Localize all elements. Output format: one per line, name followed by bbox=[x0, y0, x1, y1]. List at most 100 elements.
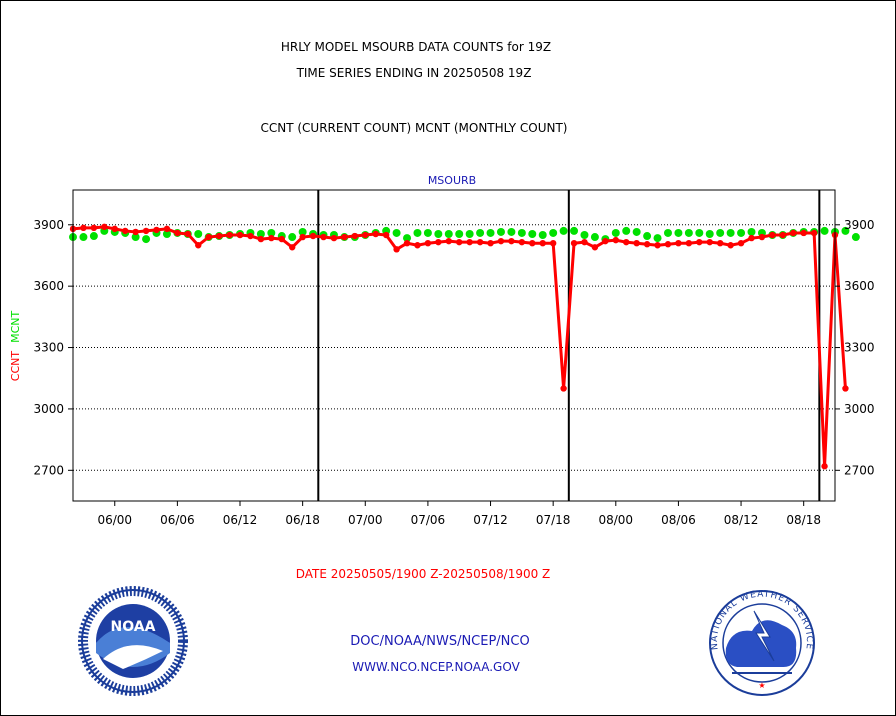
svg-text:CCNTMCNT: CCNT MCNT bbox=[9, 311, 22, 382]
data-point-mcnt bbox=[643, 232, 652, 241]
data-point-mcnt bbox=[684, 228, 693, 237]
data-point-mcnt bbox=[695, 228, 704, 237]
data-point-ccnt bbox=[842, 385, 849, 392]
x-tick-label: 06/00 bbox=[97, 513, 132, 527]
data-point-ccnt bbox=[790, 229, 797, 237]
x-tick-label: 07/06 bbox=[411, 513, 446, 527]
data-point-ccnt bbox=[737, 239, 745, 247]
data-point-mcnt bbox=[747, 227, 756, 236]
data-point-mcnt bbox=[674, 228, 683, 237]
data-point-ccnt bbox=[205, 233, 212, 241]
data-point-mcnt bbox=[267, 228, 276, 237]
x-tick-label: 06/06 bbox=[160, 513, 195, 527]
data-point-mcnt bbox=[737, 228, 746, 237]
grid-lines bbox=[73, 224, 835, 471]
data-point-ccnt bbox=[163, 225, 171, 233]
noaa-logo-text: NOAA bbox=[111, 619, 156, 635]
data-point-ccnt bbox=[341, 233, 348, 241]
data-point-mcnt bbox=[403, 234, 412, 243]
data-point-ccnt bbox=[268, 234, 275, 242]
data-point-mcnt bbox=[162, 229, 171, 238]
x-tick-label: 08/00 bbox=[598, 513, 633, 527]
data-point-ccnt bbox=[403, 239, 411, 247]
data-point-ccnt bbox=[769, 231, 776, 239]
data-point-mcnt bbox=[131, 233, 140, 242]
data-point-ccnt bbox=[466, 238, 473, 246]
y-tick-label-left: 3900 bbox=[33, 218, 64, 232]
data-point-mcnt bbox=[423, 228, 432, 237]
y-tick-label-right: 3900 bbox=[844, 218, 875, 232]
data-point-ccnt bbox=[581, 238, 588, 246]
data-point-mcnt bbox=[653, 234, 662, 243]
data-point-ccnt bbox=[633, 239, 640, 247]
data-point-mcnt bbox=[142, 235, 151, 244]
data-point-ccnt bbox=[591, 244, 599, 251]
y-label-ccnt: CCNT bbox=[9, 351, 22, 382]
data-point-ccnt bbox=[215, 232, 223, 240]
data-point-ccnt bbox=[247, 232, 254, 240]
data-point-ccnt bbox=[382, 231, 390, 239]
data-point-mcnt bbox=[392, 228, 401, 237]
footer-link-nco[interactable]: DOC/NOAA/NWS/NCEP/NCO bbox=[350, 634, 529, 649]
x-axis-label: DATE 20250505/1900 Z-20250508/1900 Z bbox=[296, 567, 551, 581]
data-point-ccnt bbox=[299, 233, 306, 241]
data-point-ccnt bbox=[362, 231, 369, 239]
y-ticks-left: 2700 3000 3300 3600 3900 bbox=[33, 218, 73, 477]
data-point-ccnt bbox=[414, 242, 421, 249]
data-point-mcnt bbox=[298, 227, 307, 236]
data-point-mcnt bbox=[726, 228, 735, 237]
data-point-mcnt bbox=[89, 232, 98, 241]
x-tick-label: 08/06 bbox=[661, 513, 696, 527]
x-tick-label: 06/18 bbox=[285, 513, 320, 527]
chart-subtitle: TIME SERIES ENDING IN 20250508 19Z bbox=[296, 66, 532, 80]
data-point-mcnt bbox=[538, 231, 547, 240]
data-point-ccnt bbox=[487, 239, 494, 247]
x-tick-label: 06/12 bbox=[223, 513, 258, 527]
data-point-ccnt bbox=[643, 241, 651, 248]
data-point-mcnt bbox=[465, 229, 474, 238]
data-point-mcnt bbox=[194, 229, 203, 238]
data-point-ccnt bbox=[810, 229, 818, 237]
data-point-ccnt bbox=[696, 238, 703, 246]
data-point-ccnt bbox=[549, 239, 557, 247]
data-point-ccnt bbox=[727, 242, 734, 249]
data-point-mcnt bbox=[444, 229, 453, 238]
data-point-mcnt bbox=[507, 227, 516, 236]
y-tick-label-right: 2700 bbox=[844, 463, 875, 477]
nws-logo-icon: ★ NATIONAL WEATHER SERVICE bbox=[709, 589, 815, 696]
data-point-mcnt bbox=[413, 228, 422, 237]
data-point-ccnt bbox=[612, 236, 619, 244]
data-point-ccnt bbox=[289, 244, 296, 251]
data-point-ccnt bbox=[706, 238, 713, 246]
data-point-ccnt bbox=[570, 239, 578, 247]
y-tick-label-left: 3600 bbox=[33, 279, 64, 293]
noaa-logo-icon: NOAA bbox=[78, 586, 188, 696]
data-point-ccnt bbox=[800, 229, 807, 237]
data-point-ccnt bbox=[456, 238, 463, 246]
data-point-mcnt bbox=[434, 229, 443, 238]
x-tick-label: 08/18 bbox=[786, 513, 821, 527]
footer-link-website[interactable]: WWW.NCO.NCEP.NOAA.GOV bbox=[352, 660, 520, 674]
data-point-ccnt bbox=[476, 238, 484, 246]
chart-description: CCNT (CURRENT COUNT) MCNT (MONTHLY COUNT… bbox=[260, 121, 567, 135]
series-ccnt bbox=[69, 223, 849, 470]
data-point-ccnt bbox=[195, 242, 202, 249]
data-point-mcnt bbox=[716, 228, 725, 237]
data-point-ccnt bbox=[320, 233, 327, 241]
data-point-ccnt bbox=[101, 223, 108, 231]
data-point-mcnt bbox=[632, 227, 641, 236]
data-point-mcnt bbox=[549, 228, 558, 237]
data-point-mcnt bbox=[559, 226, 568, 235]
plot-border bbox=[72, 189, 836, 502]
data-point-ccnt bbox=[330, 234, 338, 242]
data-point-mcnt bbox=[622, 226, 631, 235]
data-point-ccnt bbox=[372, 230, 379, 238]
data-point-mcnt bbox=[476, 228, 485, 237]
x-tick-label: 07/00 bbox=[348, 513, 383, 527]
data-point-ccnt bbox=[685, 239, 693, 247]
x-ticks: 06/00 06/06 06/12 06/18 07/00 07/06 07/12 07/18… bbox=[97, 501, 821, 527]
data-point-ccnt bbox=[257, 235, 265, 243]
data-point-ccnt bbox=[779, 231, 787, 239]
data-point-ccnt bbox=[716, 239, 724, 247]
